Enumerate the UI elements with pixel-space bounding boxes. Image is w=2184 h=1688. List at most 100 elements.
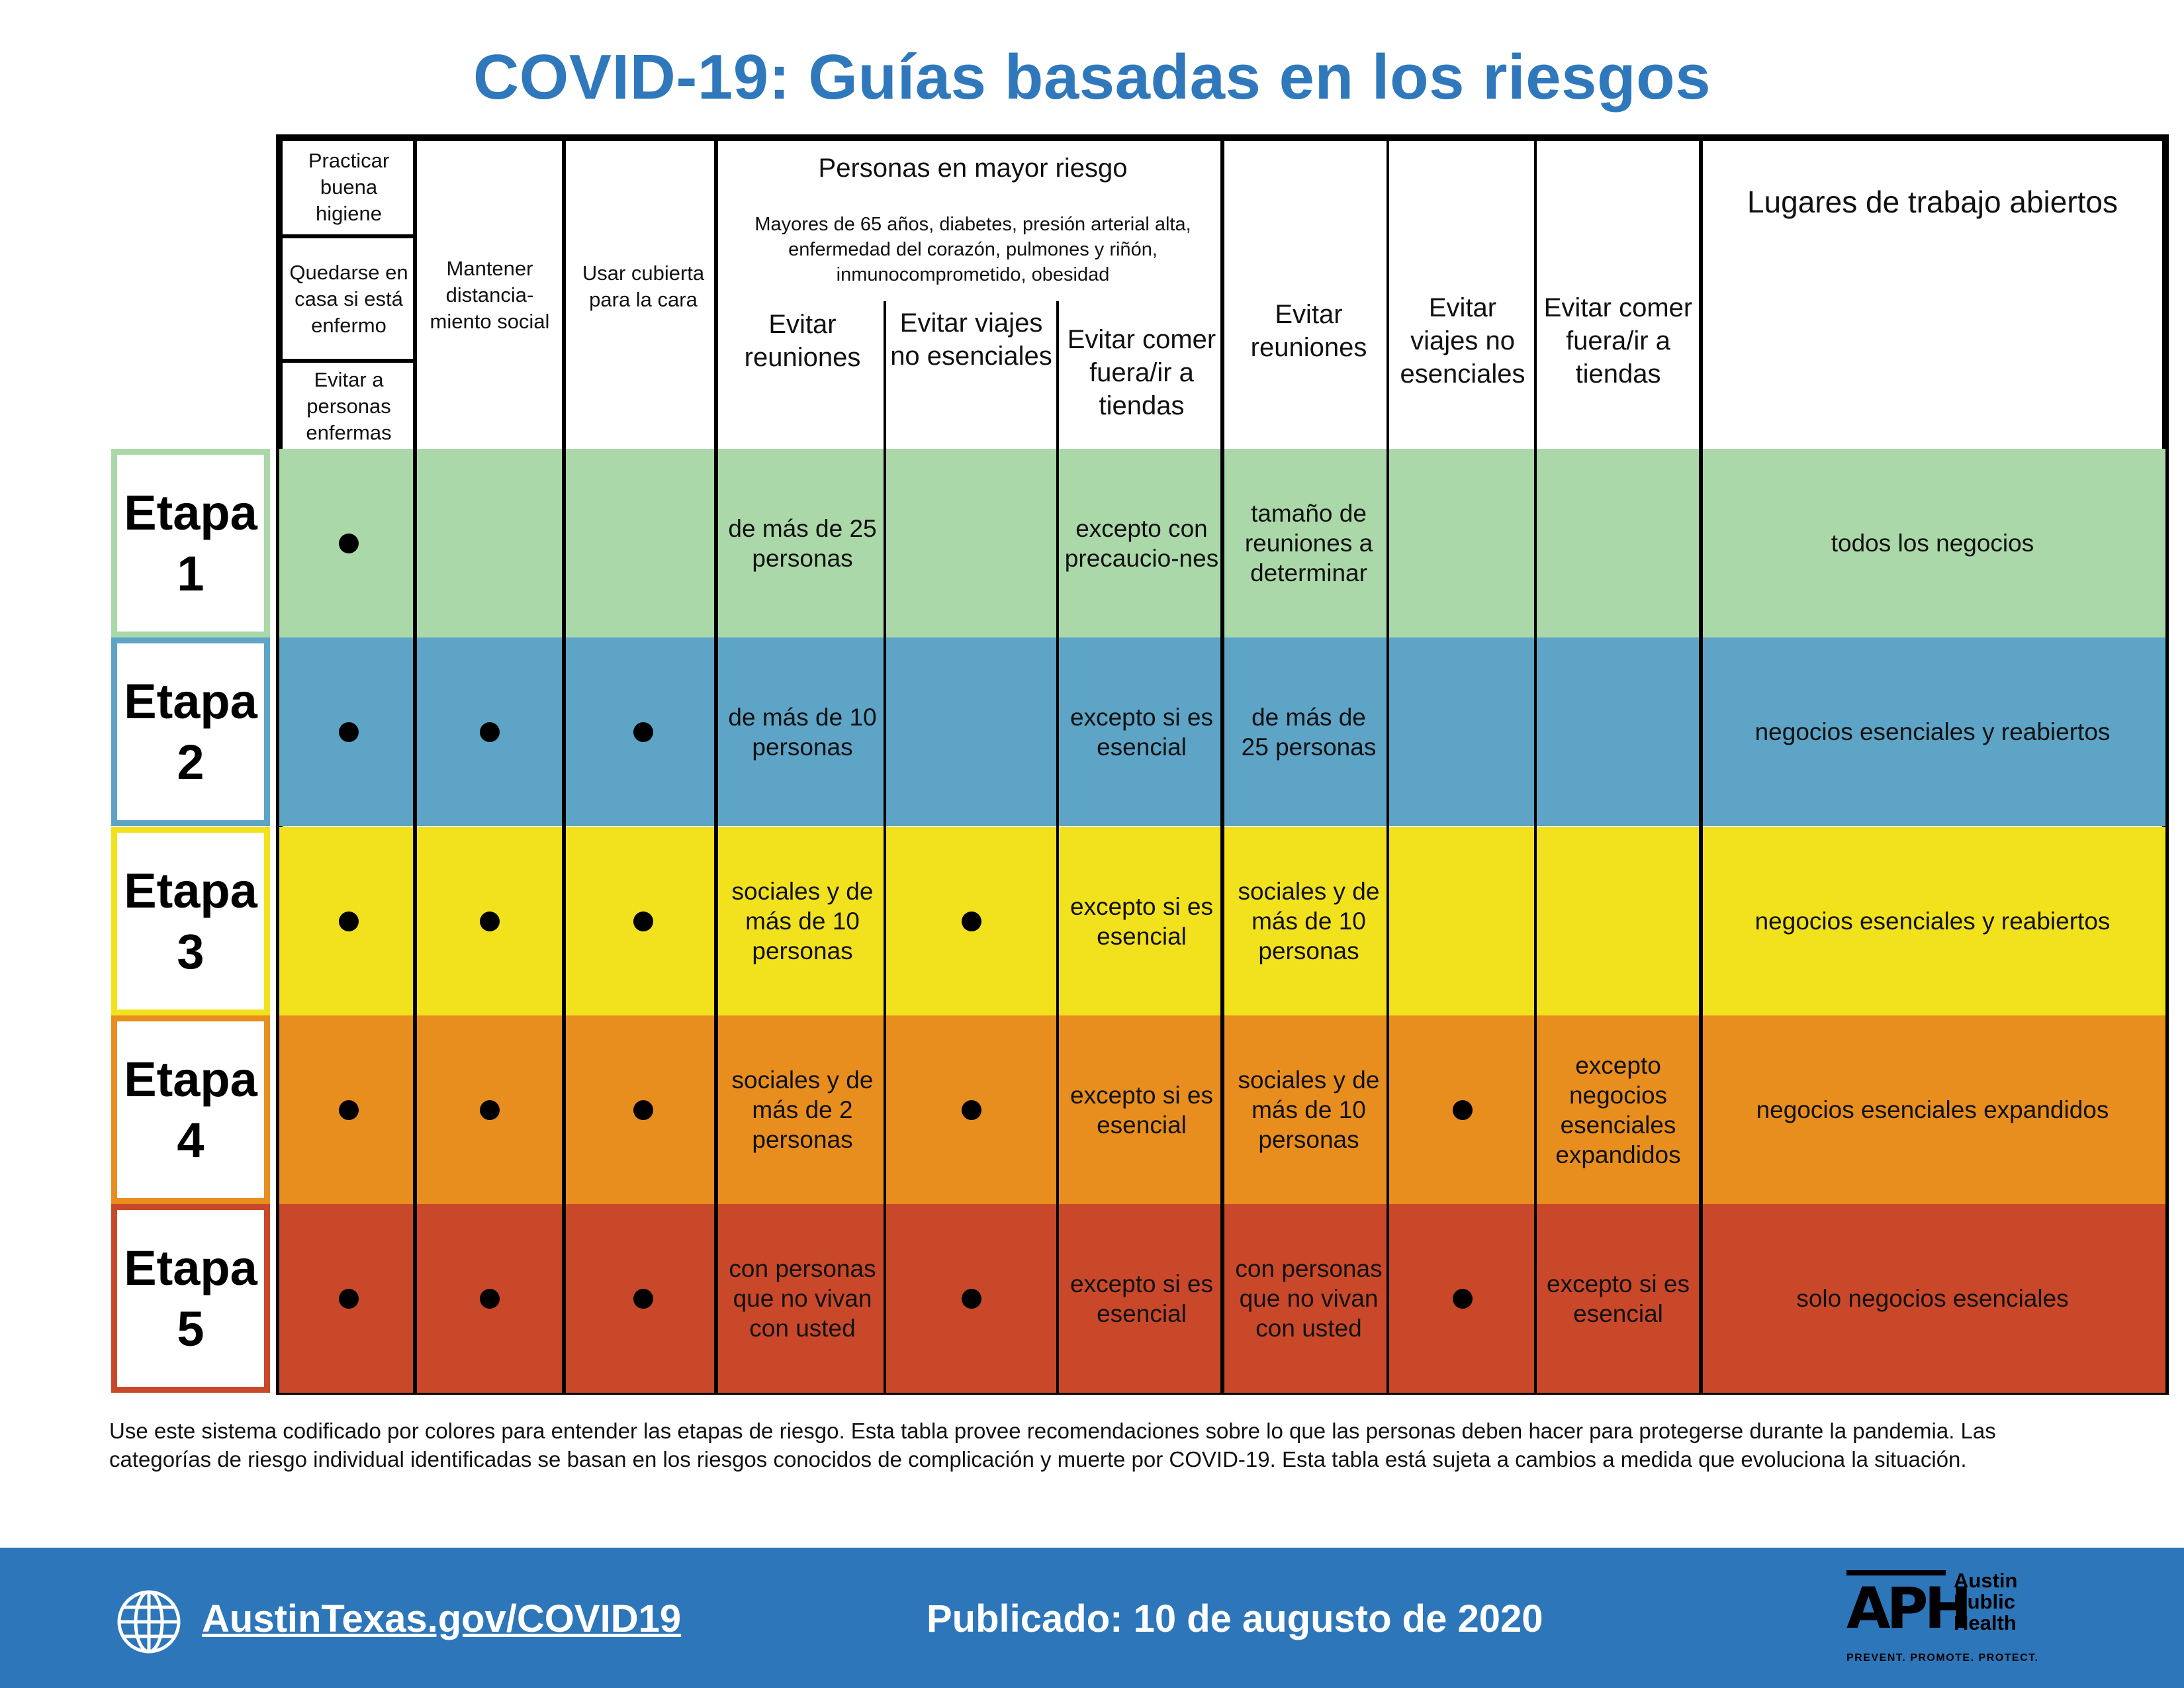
header-hygiene: Practicar buena higiene [308, 149, 390, 225]
logo-name: Austin Public Health [1954, 1569, 2018, 1634]
column-divider [413, 134, 417, 1395]
stage-4-face-dot [572, 1015, 715, 1204]
stage-5-hr_dining: excepto si es esencial [1070, 1270, 1213, 1327]
stage-1-hr_gatherings: de más de 25 personas [728, 514, 877, 572]
stage-1-distancing-empty [421, 449, 559, 637]
column-divider [1387, 134, 1389, 1395]
bullet-dot-icon [339, 533, 359, 553]
stage-3-hr_dining: excepto si es esencial [1070, 892, 1213, 950]
header-face-covering: Usar cubierta para la cara [582, 261, 705, 311]
stage-label-4: Etapa 4 [111, 1015, 270, 1204]
stage-4-hr_dining: excepto si es esencial [1070, 1081, 1213, 1139]
stage-5-face-dot [572, 1204, 715, 1393]
stage-4-travel-dot [1390, 1015, 1535, 1204]
stage-number: 2 [177, 734, 205, 790]
stage-2-hygiene-dot [283, 637, 415, 826]
stage-number: 4 [177, 1112, 205, 1168]
stage-1-hr_travel-empty [887, 449, 1056, 637]
stage-4-gatherings: sociales y de más de 10 personas [1238, 1066, 1380, 1153]
stage-4-hr_gatherings: sociales y de más de 2 personas [731, 1066, 874, 1153]
page-title: COVID-19: Guías basadas en los riesgos [473, 42, 1711, 113]
stage-5-hr_gatherings: con personas que no vivan con usted [729, 1255, 876, 1342]
stage-3-gatherings: sociales y de más de 10 personas [1238, 878, 1380, 964]
stage-number: 3 [177, 923, 205, 979]
stage-2-travel-empty [1390, 637, 1535, 826]
stage-4-hygiene-dot [283, 1015, 415, 1204]
header-stay-home: Quedarse en casa si está enfermo [289, 261, 408, 337]
header-high-risk-desc: Mayores de 65 años, diabetes, presión ar… [754, 214, 1191, 285]
header-avoid-dining: Evitar comer fuera/ir a tiendas [1543, 293, 1693, 389]
covid-website-link[interactable]: AustinTexas.gov/COVID19 [202, 1597, 682, 1640]
stage-1-workplaces: todos los negocios [1831, 530, 2034, 557]
bullet-dot-icon [633, 1100, 653, 1120]
column-divider [1699, 134, 1703, 1395]
logo-mark: APH [1846, 1575, 1972, 1642]
stage-5-travel-dot [1390, 1204, 1535, 1393]
stage-label-1: Etapa 1 [111, 449, 270, 637]
stage-label-2: Etapa 2 [111, 637, 270, 826]
column-divider [1534, 134, 1537, 1395]
stage-2-distancing-dot [421, 637, 559, 826]
header-avoid-travel: Evitar viajes no esenciales [1400, 293, 1525, 389]
stage-word: Etapa [124, 485, 257, 540]
bullet-dot-icon [1453, 1100, 1473, 1120]
bullet-dot-icon [961, 1100, 981, 1120]
bullet-dot-icon [339, 722, 359, 742]
stage-1-travel-empty [1390, 449, 1535, 637]
austin-public-health-logo: APH Austin Public Health PREVENT. PROMOT… [1846, 1570, 2045, 1669]
bullet-dot-icon [633, 911, 653, 931]
header-hr-avoid-gatherings: Evitar reuniones [744, 310, 861, 372]
bullet-dot-icon [480, 1288, 500, 1309]
bullet-dot-icon [480, 722, 500, 742]
stage-3-hr_travel-dot [887, 827, 1056, 1015]
stage-3-distancing-dot [421, 827, 559, 1015]
header-avoid-gatherings: Evitar reuniones [1250, 300, 1367, 362]
stage-2-hr_travel-empty [887, 637, 1056, 826]
explanatory-note: Use este sistema codificado por colores … [109, 1419, 1996, 1472]
stage-2-face-dot [572, 637, 715, 826]
stage-1-hr_dining: excepto con precaucio-nes [1064, 514, 1219, 572]
stage-4-hr_travel-dot [887, 1015, 1056, 1204]
header-distancing: Mantener distancia-miento social [430, 256, 550, 333]
stage-1-hygiene-dot [283, 449, 415, 637]
footer-bar [0, 1548, 2184, 1688]
stage-number: 5 [177, 1301, 205, 1356]
header-hr-avoid-travel: Evitar viajes no esenciales [890, 308, 1052, 371]
column-divider [1220, 134, 1224, 1395]
stage-3-hygiene-dot [283, 827, 415, 1015]
header-high-risk: Personas en mayor riesgo [818, 154, 1128, 183]
bullet-dot-icon [633, 722, 653, 742]
stage-word: Etapa [124, 1051, 257, 1107]
logo-tagline: PREVENT. PROMOTE. PROTECT. [1846, 1652, 2039, 1664]
stage-5-hr_travel-dot [887, 1204, 1056, 1393]
stage-word: Etapa [124, 863, 257, 918]
stage-1-dining-empty [1539, 449, 1698, 637]
stage-5-workplaces: solo negocios esenciales [1796, 1285, 2069, 1312]
stage-4-dining: excepto negocios esenciales expandidos [1555, 1051, 1681, 1168]
stage-2-dining-empty [1539, 637, 1698, 826]
stage-3-workplaces: negocios esenciales y reabiertos [1754, 908, 2111, 935]
column-divider [1056, 301, 1059, 1395]
column-divider [562, 134, 566, 1395]
stage-2-hr_dining: excepto si es esencial [1070, 703, 1213, 761]
stage-5-dining: excepto si es esencial [1547, 1270, 1690, 1327]
bullet-dot-icon [480, 1100, 500, 1120]
bullet-dot-icon [633, 1288, 653, 1309]
stage-3-hr_gatherings: sociales y de más de 10 personas [731, 878, 874, 964]
stage-label-5: Etapa 5 [111, 1204, 270, 1393]
stage-2-hr_gatherings: de más de 10 personas [728, 703, 877, 761]
header-avoid-sick: Evitar a personas enfermas [306, 368, 392, 444]
stage-label-3: Etapa 3 [111, 827, 270, 1015]
stage-3-dining-empty [1539, 827, 1698, 1015]
published-date: Publicado: 10 de augusto de 2020 [927, 1597, 1543, 1640]
stage-5-hygiene-dot [283, 1204, 415, 1393]
bullet-dot-icon [339, 911, 359, 931]
bullet-dot-icon [339, 1288, 359, 1309]
globe-icon [117, 1590, 181, 1654]
bullet-dot-icon [1453, 1288, 1473, 1309]
stage-5-gatherings: con personas que no vivan con usted [1235, 1255, 1383, 1342]
header-workplaces: Lugares de trabajo abiertos [1747, 185, 2118, 219]
stage-word: Etapa [124, 1240, 257, 1295]
stage-5-distancing-dot [421, 1204, 559, 1393]
stage-1-gatherings: tamaño de reuniones a determinar [1244, 500, 1373, 586]
